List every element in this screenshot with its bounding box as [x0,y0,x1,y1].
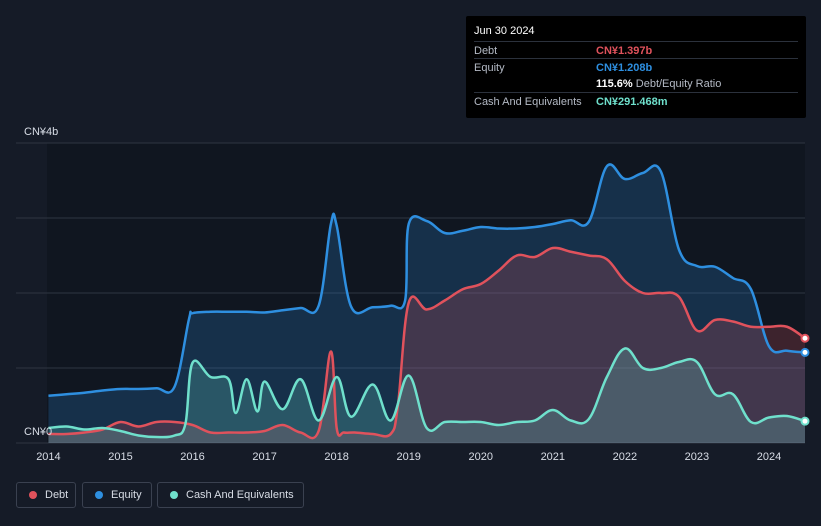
x-axis-ticks: 2014 2015 2016 2017 2018 2019 2020 2021 2022 2023… [36,451,781,463]
tooltip-ratio-text: 115.6% Debt/Equity Ratio [596,78,721,90]
chart-areas [48,164,806,443]
x-tick-label: 2023 [685,451,709,463]
legend-item-equity[interactable]: Equity [82,482,152,508]
legend-item-debt[interactable]: Debt [16,482,76,508]
x-tick-label: 2019 [396,451,420,463]
x-tick-label: 2020 [469,451,493,463]
x-tick-label: 2017 [252,451,276,463]
chart-lines [48,163,806,440]
cash-line [48,347,806,439]
legend-item-cash[interactable]: Cash And Equivalents [157,482,304,508]
x-tick-label: 2021 [541,451,565,463]
debt-legend-dot-icon [29,491,37,499]
x-tick-label: 2015 [108,451,132,463]
tooltip-cash-value: CN¥291.468m [596,96,668,108]
cash-end-point [800,416,810,426]
tooltip-ratio-value: 115.6% [596,78,633,90]
equity-end-point [800,347,810,357]
data-tooltip: Jun 30 2024 Debt CN¥1.397b Equity CN¥1.2… [466,16,806,118]
tooltip-ratio-row: 115.6% Debt/Equity Ratio [474,75,798,92]
x-tick-label: 2014 [36,451,60,463]
debt-area [48,247,806,443]
legend-equity-label: Equity [111,489,142,501]
tooltip-equity-value: CN¥1.208b [596,62,653,74]
equity-area [48,164,806,443]
legend-cash-label: Cash And Equivalents [186,489,294,501]
legend-debt-label: Debt [45,489,69,501]
x-tick-label: 2016 [180,451,204,463]
chart-grid [16,142,805,444]
x-tick-label: 2024 [757,451,781,463]
tooltip-equity-label: Equity [474,62,505,74]
tooltip-cash-label: Cash And Equivalents [474,96,582,108]
equity-line [48,163,806,397]
tooltip-debt-value: CN¥1.397b [596,45,653,57]
tooltip-debt-row: Debt CN¥1.397b [474,41,798,59]
equity-legend-dot-icon [95,491,103,499]
tooltip-date: Jun 30 2024 [474,25,535,37]
x-tick-label: 2022 [613,451,637,463]
chart-end-markers [800,333,810,426]
tooltip-equity-row: Equity CN¥1.208b [474,58,798,76]
x-tick-label: 2018 [324,451,348,463]
debt-end-point [800,333,810,343]
tooltip-debt-label: Debt [474,45,498,57]
tooltip-ratio-label: Debt/Equity Ratio [635,78,722,90]
cash-area [48,348,806,443]
cash-legend-dot-icon [170,491,178,499]
y-axis-top-label: CN¥4b [24,126,58,138]
y-axis-bottom-label: CN¥0 [24,426,52,438]
tooltip-cash-row: Cash And Equivalents CN¥291.468m [474,92,798,110]
